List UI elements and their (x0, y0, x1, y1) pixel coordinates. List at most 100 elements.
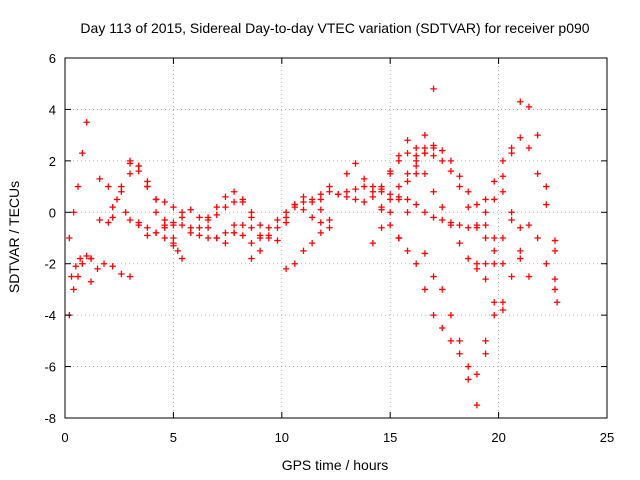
data-point (204, 234, 212, 242)
data-point (465, 203, 472, 211)
data-point (517, 224, 524, 231)
data-point (447, 167, 455, 175)
data-point (465, 188, 472, 195)
data-point (126, 160, 134, 167)
series-0 (66, 119, 90, 242)
data-point (421, 250, 429, 257)
x-tick-label: 0 (61, 430, 68, 445)
data-point (230, 198, 238, 206)
data-point (378, 188, 385, 195)
series-25 (439, 157, 507, 267)
series-22 (378, 98, 559, 273)
data-point (161, 198, 168, 206)
data-point (534, 170, 541, 177)
data-point (404, 196, 411, 203)
data-point (196, 224, 203, 231)
data-point (439, 203, 446, 211)
data-point (395, 196, 403, 203)
data-point (491, 299, 498, 306)
data-point (430, 214, 437, 221)
data-point (439, 216, 446, 224)
y-tick-label: 0 (49, 205, 56, 220)
x-tick-label: 15 (383, 430, 397, 445)
data-point (135, 221, 142, 229)
data-point (196, 214, 203, 221)
series-2 (68, 252, 95, 280)
data-point (109, 214, 116, 221)
data-point (413, 201, 420, 208)
data-point (517, 247, 524, 255)
data-point (96, 175, 103, 183)
data-point (187, 206, 194, 213)
data-point (178, 255, 186, 262)
data-point (170, 221, 177, 229)
data-point (113, 196, 121, 203)
x-tick-label: 10 (275, 430, 289, 445)
series-17 (334, 160, 403, 242)
data-point (248, 209, 255, 216)
data-point (413, 144, 420, 152)
y-tick-label: -8 (44, 411, 56, 426)
data-point (421, 209, 429, 216)
data-point (508, 216, 515, 224)
y-axis-label: SDTVAR / TECUs (6, 181, 22, 293)
data-point (326, 216, 333, 224)
data-point (126, 170, 134, 177)
data-point (447, 157, 455, 165)
data-point (300, 206, 307, 213)
data-point (118, 183, 125, 190)
data-point (421, 286, 429, 293)
data-point (326, 188, 333, 195)
data-point (105, 183, 112, 190)
data-point (517, 255, 524, 262)
data-point (430, 152, 437, 159)
data-point (491, 311, 498, 319)
data-point (222, 229, 229, 237)
data-point (94, 265, 101, 273)
data-point (456, 221, 463, 229)
data-point (543, 201, 550, 208)
data-point (291, 260, 299, 267)
x-tick-label: 5 (170, 430, 177, 445)
data-point (465, 224, 472, 231)
data-point (525, 144, 533, 152)
data-point (87, 255, 95, 262)
data-point (248, 255, 255, 262)
x-axis-ticks: 0 5 10 15 20 25 (61, 58, 614, 445)
data-point (118, 270, 125, 278)
data-point (499, 188, 507, 195)
data-point (161, 234, 168, 242)
y-tick-label: 4 (49, 102, 56, 117)
data-point (222, 193, 229, 201)
data-point (430, 85, 437, 93)
series-26 (473, 216, 559, 283)
data-point (152, 196, 160, 203)
data-point (473, 401, 481, 409)
y-tick-label: 2 (49, 154, 56, 169)
data-point (473, 221, 481, 229)
data-point (174, 247, 181, 255)
data-point (404, 149, 411, 157)
data-point (482, 337, 489, 345)
data-point (551, 247, 559, 255)
data-point (543, 183, 550, 190)
data-point (404, 209, 411, 216)
data-point (482, 221, 489, 229)
data-point (135, 167, 142, 175)
data-point (395, 183, 403, 190)
data-point (274, 216, 281, 224)
data-point (456, 350, 463, 357)
y-tick-label: 6 (49, 51, 56, 66)
data-point (430, 188, 437, 195)
data-point (343, 193, 351, 201)
data-point (421, 170, 429, 177)
data-point (421, 149, 429, 157)
data-point (404, 178, 411, 185)
data-point (187, 229, 194, 237)
data-point (109, 263, 116, 270)
data-point (534, 234, 541, 242)
data-point (126, 216, 134, 224)
data-point (152, 229, 160, 237)
data-point (230, 221, 238, 229)
